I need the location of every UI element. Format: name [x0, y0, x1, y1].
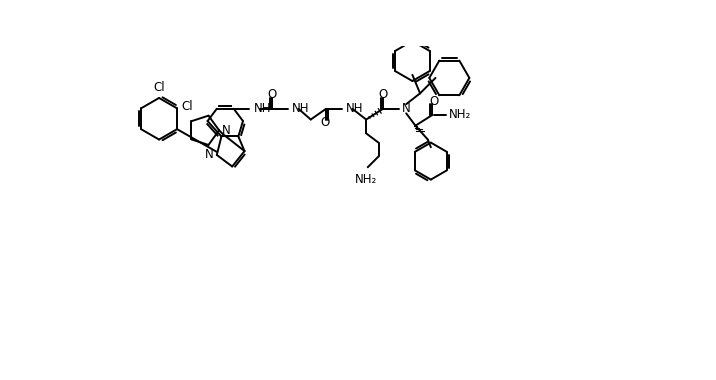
Text: N: N: [205, 148, 213, 161]
Text: N: N: [402, 102, 411, 115]
Text: NH₂: NH₂: [355, 173, 377, 187]
Text: N: N: [222, 124, 231, 137]
Text: NH₂: NH₂: [450, 108, 472, 121]
Text: NH: NH: [253, 102, 271, 115]
Text: O: O: [268, 89, 277, 101]
Text: Cl: Cl: [181, 100, 193, 113]
Text: NH: NH: [346, 102, 364, 115]
Text: O: O: [320, 116, 329, 129]
Text: Cl: Cl: [153, 81, 165, 94]
Text: NH: NH: [292, 102, 310, 115]
Text: O: O: [379, 89, 388, 101]
Text: O: O: [430, 95, 439, 108]
